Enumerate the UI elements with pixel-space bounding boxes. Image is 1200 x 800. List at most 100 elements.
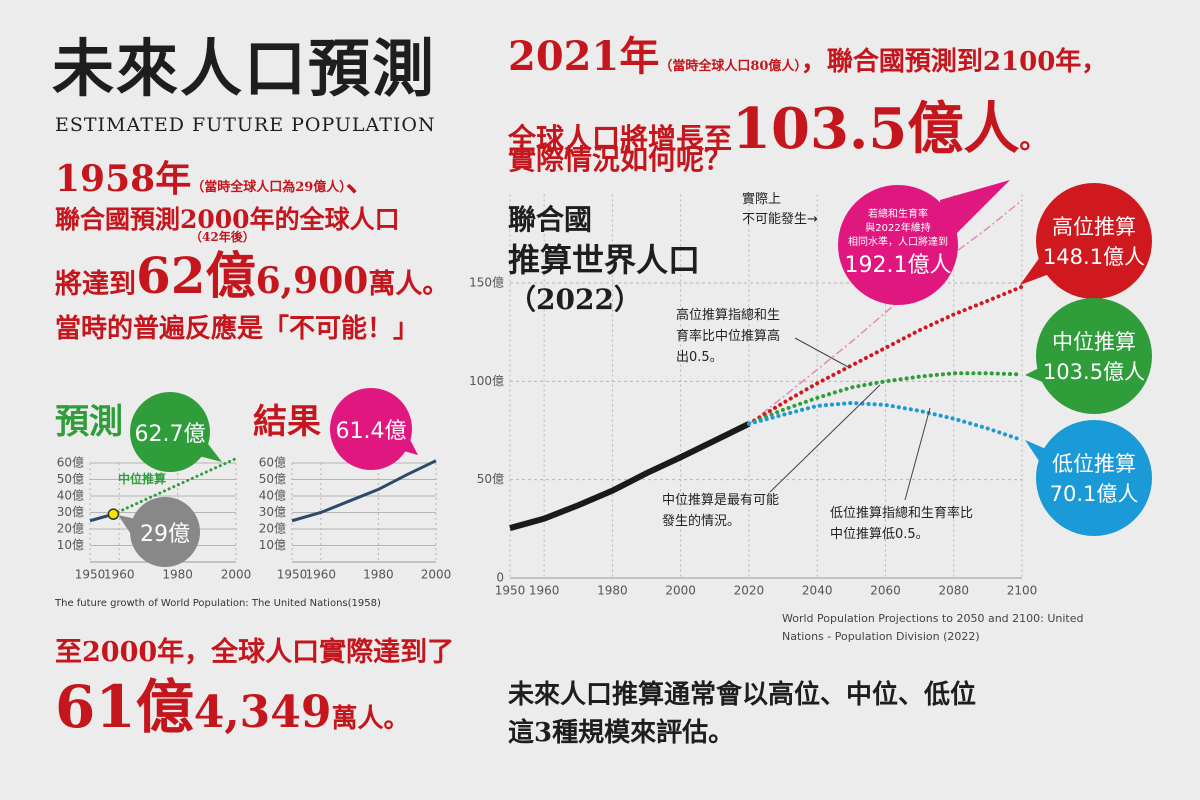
y-tick-label: 20億 [57, 522, 84, 536]
y-tick-label: 20億 [259, 522, 286, 536]
series-line [509, 421, 751, 531]
source: The future growth of World Population: T… [55, 598, 381, 609]
callout: 若總和生育率 與2022年維持 相同水準，人口將達到 192.1億人 [838, 185, 958, 305]
year: 1958年 [55, 158, 192, 200]
series-line [111, 457, 238, 516]
chart: 0 50億 100億 150億 1950 1960 1980 2000 2020 2040 2060… [469, 194, 1037, 598]
text: 將達到62億6,900萬人。 [55, 236, 449, 308]
t: 中位推算低0.5。 [830, 527, 929, 542]
mark: 、 [345, 164, 376, 199]
note: （當時全球人口為29億人） [191, 180, 346, 195]
x-tick-label: 2000 [421, 568, 452, 582]
t: 萬人。 [331, 704, 410, 734]
y-tick-label: 40億 [57, 489, 84, 503]
leader-lines [769, 337, 931, 501]
y-tick-label: 30億 [259, 505, 286, 519]
y-tick-label: 150億 [469, 276, 504, 290]
t: （當時全球人口80億人） [659, 59, 801, 74]
x-tick-label: 1950 [495, 584, 526, 598]
x-tick-label: 1950 [75, 568, 106, 582]
series-label: 中位推算 [1052, 330, 1136, 354]
y-tick-label: 0 [496, 571, 504, 585]
leader [769, 384, 881, 493]
t: 推算世界人口 [508, 241, 701, 279]
x-tick-label: 2080 [938, 584, 969, 598]
x-tick-label: 1960 [306, 568, 337, 582]
t: 未來人口推算通常會以高位、中位、低位 [508, 680, 977, 710]
source: World Population Projections to 2050 and… [782, 612, 1084, 643]
t: 萬人。 [368, 269, 450, 300]
x-tick-label: 2020 [734, 584, 765, 598]
x-tick-label: 1950 [277, 568, 308, 582]
chart-title: 預測 [55, 402, 123, 442]
x-tick-label: 2000 [665, 584, 696, 598]
t: 中位推算是最有可能 [662, 493, 780, 508]
series-line [746, 400, 1024, 443]
series-line [746, 371, 1024, 426]
y-tick-label: 60億 [259, 456, 286, 470]
t: 聯合國 [508, 203, 593, 236]
annotation: 實際上不可能發生→ [742, 190, 818, 230]
note: （42年後） [190, 230, 255, 244]
t: 這3種規模來評估。 [508, 718, 735, 748]
text: 當時的普遍反應是「不可能！」 [55, 314, 420, 344]
y-tick-label: 30億 [57, 505, 84, 519]
text: 至2000年，全球人口實際達到了 [55, 637, 455, 668]
x-tick-label: 2040 [802, 584, 833, 598]
t: 全球人口將增長至 [508, 122, 733, 155]
chart-title: 聯合國推算世界人口 （2022） [508, 200, 700, 320]
t: 。 [1019, 122, 1048, 155]
t: 實際上 [742, 192, 782, 207]
y-tick-label: 50億 [57, 472, 84, 486]
y-tick-label: 50億 [477, 472, 504, 486]
text: 聯合國預測2000年的全球人口 [55, 205, 400, 234]
callout-tail [940, 180, 1010, 245]
x-tick-label: 1960 [104, 568, 135, 582]
series-line [746, 284, 1024, 426]
leader [904, 407, 931, 501]
t: 不可能發生→ [742, 212, 818, 227]
annotation: 中位推算是最有可能 發生的情況。 [662, 490, 779, 532]
t: 將達到 [55, 269, 136, 300]
value-label: 61.4億 [335, 419, 407, 444]
chart-title: 結果 [253, 402, 321, 442]
annotation: 高位推算指總和生 育率比中位推算高 出0.5。 [676, 305, 780, 368]
x-tick-label: 1980 [363, 568, 394, 582]
t: 高位推算指總和生 [676, 308, 781, 323]
value-label: 70.1億人 [1049, 482, 1139, 506]
text: 1958年（當時全球人口為29億人）、 [55, 150, 376, 202]
callout: 高位推算 148.1億人 [1036, 183, 1152, 299]
value-label: 192.1億人 [844, 253, 952, 278]
series-line [748, 199, 1023, 425]
callout: 61.4億 [330, 388, 412, 470]
t: 發生的情況。 [662, 514, 741, 529]
x-tick-label: 2060 [870, 584, 901, 598]
callout: 低位推算 70.1億人 [1036, 420, 1152, 536]
t: 出0.5。 [676, 350, 723, 365]
t: 若總和生育率 [868, 209, 928, 220]
value-label: 29億 [140, 522, 190, 547]
callout: 29億 [130, 497, 200, 567]
title: 未來人口預測 [52, 32, 437, 105]
x-tick-label: 1960 [529, 584, 560, 598]
t: 低位推算指總和生育率比 [830, 506, 974, 521]
x-tick-label: 1980 [162, 568, 193, 582]
point [107, 508, 120, 520]
series-label: 低位推算 [1052, 452, 1136, 476]
annotation: 低位推算指總和生育率比 中位推算低0.5。 [830, 503, 973, 545]
value-label: 103.5億人 [1042, 360, 1146, 384]
y-tick-label: 40億 [259, 489, 286, 503]
value-label: 62.7億 [134, 422, 206, 447]
t: （2022） [508, 283, 642, 316]
t: 2021年 [508, 33, 660, 80]
t: 61億 [55, 673, 194, 741]
t: ，聯合國預測到2100年， [800, 47, 1108, 77]
t: 4,349 [193, 687, 332, 738]
text: 未來人口推算通常會以高位、中位、低位 這3種規模來評估。 [508, 676, 976, 752]
series-line [291, 459, 437, 523]
subtitle: ESTIMATED FUTURE POPULATION [55, 114, 436, 136]
x-tick-label: 2000 [221, 568, 252, 582]
